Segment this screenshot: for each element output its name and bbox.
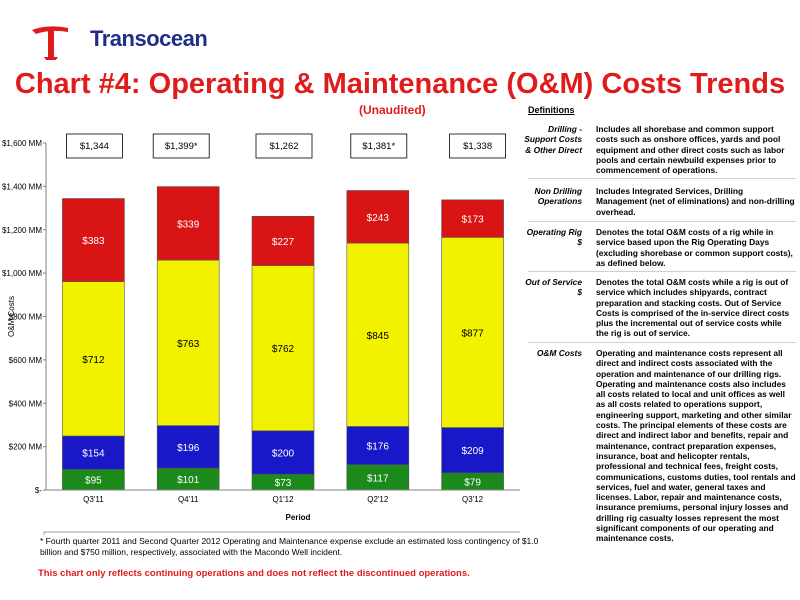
y-tick-label: $800 MM	[9, 313, 43, 322]
definition-term: Drilling - Support Costs & Other Direct	[524, 124, 582, 155]
definition-text: Denotes the total O&M costs while a rig …	[596, 277, 790, 339]
total-callout-label: $1,399*	[165, 141, 198, 152]
bar-operating-rig	[441, 237, 504, 428]
definitions-header: Definitions	[528, 105, 575, 115]
data-label-out-of-service: $227	[272, 237, 295, 248]
y-tick-label: $200 MM	[9, 443, 43, 452]
data-label-non-drilling: $95	[85, 476, 102, 487]
total-callout-label: $1,338	[463, 141, 492, 152]
data-label-non-drilling: $73	[275, 478, 292, 489]
total-callout-label: $1,381*	[362, 141, 395, 152]
data-label-out-of-service: $339	[177, 219, 200, 230]
x-tick-label: Q2'12	[367, 495, 389, 504]
data-label-operating-rig: $877	[461, 328, 484, 339]
definition-divider	[528, 342, 796, 343]
x-axis: Q3'11 Q4'11 Q1'12 Q2'12 Q3'12 Period	[46, 489, 520, 522]
data-label-non-drilling: $101	[177, 475, 200, 486]
data-label-operating-rig: $712	[82, 355, 105, 366]
definition-text: Includes all shorebase and common suppor…	[596, 124, 785, 176]
transocean-logo: Transocean	[28, 22, 218, 60]
bars: $95 $154 $712 $383 $101 $196 $763 $339 $73 $200 $7…	[62, 186, 504, 491]
data-label-out-of-service: $383	[82, 236, 105, 247]
total-callout-label: $1,344	[80, 141, 109, 152]
definition-term: O&M Costs	[536, 348, 582, 358]
data-label-out-of-service: $243	[367, 213, 390, 224]
definition-text: Operating and maintenance costs represen…	[596, 348, 796, 544]
definition-term: Operating Rig $	[526, 227, 582, 248]
x-tick-label: Q3'11	[83, 495, 104, 504]
bar-out-of-service	[346, 190, 410, 244]
transocean-logo-icon	[32, 26, 68, 60]
y-tick-label: $1,600 MM	[2, 139, 42, 148]
om-costs-chart: $- $200 MM $400 MM $600 MM $800 MM $1,000 MM $…	[2, 133, 520, 535]
y-tick-label: $1,200 MM	[2, 226, 42, 235]
total-callout-label: $1,262	[269, 141, 298, 152]
total-callout-box	[152, 133, 210, 159]
x-tick-label: Q4'11	[178, 495, 199, 504]
data-label-drilling-support: $209	[461, 446, 484, 457]
data-label-non-drilling: $79	[464, 477, 481, 488]
page-title: Chart #4: Operating & Maintenance (O&M) …	[14, 68, 786, 100]
y-axis-title: O&M Costs	[7, 296, 16, 337]
bar-out-of-service	[156, 186, 220, 261]
total-callout-box	[255, 133, 313, 159]
bar-operating-rig	[156, 259, 220, 426]
x-tick-label: Q1'12	[272, 495, 294, 504]
footnote: * Fourth quarter 2011 and Second Quarter…	[40, 536, 539, 557]
legend-box	[43, 531, 520, 535]
bar-operating-rig	[346, 242, 410, 427]
data-label-out-of-service: $173	[461, 215, 484, 226]
total-callout-box	[350, 133, 408, 159]
y-tick-label: $400 MM	[9, 399, 43, 408]
data-label-drilling-support: $200	[272, 448, 295, 459]
total-callout-box	[449, 133, 507, 159]
y-tick-label: $-	[35, 486, 42, 495]
total-callouts: $1,344 $1,399* $1,262 $1,381* $1,338	[66, 133, 507, 159]
bar-operating-rig	[62, 281, 125, 437]
definition-term: Out of Service $	[525, 277, 582, 298]
bar-operating-rig	[251, 265, 315, 432]
logo-text: Transocean	[90, 26, 208, 51]
x-axis-title: Period	[286, 513, 311, 522]
definition-text: Denotes the total O&M costs of a rig whi…	[596, 227, 793, 268]
definition-term: Non Drilling Operations	[534, 186, 582, 207]
definition-divider	[528, 271, 796, 272]
page-subtitle: (Unaudited)	[359, 103, 426, 117]
bar-out-of-service	[251, 216, 315, 266]
data-label-operating-rig: $763	[177, 339, 200, 350]
data-label-operating-rig: $845	[367, 331, 390, 342]
bar-non-drilling	[346, 464, 410, 491]
definition-text: Includes Integrated Services, Drilling M…	[596, 186, 795, 217]
bar-out-of-service	[441, 199, 504, 238]
chart-legend: Out of Service $Operating Rig $Drilling-…	[43, 531, 520, 535]
y-axis: $- $200 MM $400 MM $600 MM $800 MM $1,000 MM $…	[2, 139, 47, 495]
y-tick-label: $600 MM	[9, 356, 43, 365]
data-label-drilling-support: $196	[177, 443, 200, 454]
data-label-drilling-support: $154	[82, 449, 105, 460]
data-label-drilling-support: $176	[367, 442, 390, 453]
definition-divider	[528, 178, 796, 179]
y-tick-label: $1,000 MM	[2, 269, 42, 278]
total-callout-box	[66, 133, 123, 159]
continuing-operations-note: This chart only reflects continuing oper…	[38, 568, 470, 579]
bar-out-of-service	[62, 198, 125, 282]
bar-drilling-support	[156, 425, 220, 469]
data-label-operating-rig: $762	[272, 344, 295, 355]
bar-drilling-support	[346, 426, 410, 465]
definition-divider	[528, 221, 796, 222]
y-tick-label: $1,400 MM	[2, 182, 42, 191]
x-tick-label: Q3'12	[462, 495, 484, 504]
bar-drilling-support	[62, 435, 125, 470]
data-label-non-drilling: $117	[367, 473, 389, 484]
